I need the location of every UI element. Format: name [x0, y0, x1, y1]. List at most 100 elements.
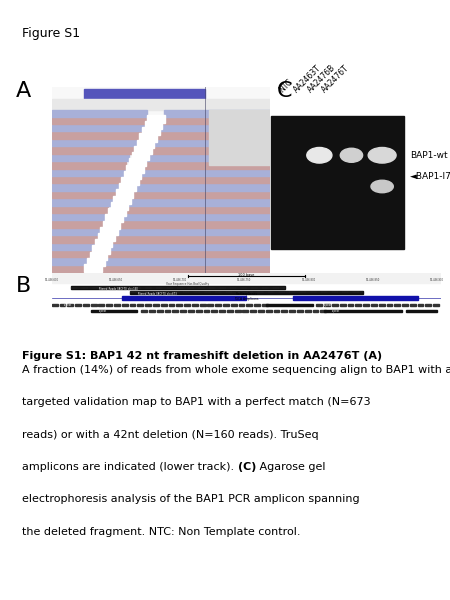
- Text: Filtered_Reads_FACF70_dk=160: Filtered_Reads_FACF70_dk=160: [99, 287, 138, 290]
- Bar: [92, 245, 110, 254]
- Bar: [394, 304, 400, 307]
- Bar: [108, 208, 126, 216]
- Text: 52,436,850: 52,436,850: [366, 278, 380, 282]
- Text: AA2463T: AA2463T: [292, 63, 323, 94]
- Bar: [313, 310, 319, 312]
- Bar: [142, 127, 160, 136]
- Bar: [52, 162, 126, 169]
- Bar: [116, 190, 133, 197]
- Text: the deleted fragment. NTC: Non Template control.: the deleted fragment. NTC: Non Template …: [22, 527, 301, 537]
- Bar: [126, 206, 270, 213]
- Bar: [52, 98, 270, 110]
- Bar: [180, 310, 186, 312]
- Ellipse shape: [368, 148, 396, 163]
- Bar: [209, 110, 270, 165]
- Bar: [231, 304, 237, 307]
- Bar: [118, 183, 136, 191]
- Text: 52,436,750: 52,436,750: [237, 278, 252, 282]
- Bar: [200, 304, 206, 307]
- Bar: [293, 296, 418, 300]
- Bar: [324, 304, 330, 307]
- Bar: [379, 304, 385, 307]
- Bar: [147, 115, 165, 123]
- Text: 100 base: 100 base: [238, 272, 255, 277]
- Bar: [254, 304, 260, 307]
- Bar: [126, 164, 144, 173]
- Bar: [90, 251, 107, 260]
- Text: TGCA Amplicons: TGCA Amplicons: [234, 297, 259, 301]
- Bar: [137, 304, 143, 307]
- Bar: [134, 146, 152, 154]
- Bar: [52, 125, 270, 131]
- Bar: [425, 304, 431, 307]
- Text: ◄BAP1-I71fs: ◄BAP1-I71fs: [410, 172, 450, 181]
- Bar: [363, 304, 369, 307]
- Bar: [281, 310, 287, 312]
- Bar: [340, 304, 346, 307]
- Bar: [90, 304, 96, 307]
- Bar: [52, 229, 270, 235]
- Bar: [238, 304, 244, 307]
- Bar: [106, 304, 112, 307]
- Bar: [68, 304, 73, 307]
- Bar: [83, 304, 89, 307]
- Bar: [332, 304, 338, 307]
- Text: B: B: [16, 276, 31, 296]
- Text: Filtered_Reads_FACF70_dk=673: Filtered_Reads_FACF70_dk=673: [137, 291, 177, 295]
- Bar: [123, 214, 270, 220]
- Bar: [52, 304, 58, 307]
- Bar: [85, 264, 102, 272]
- Bar: [207, 304, 213, 307]
- Bar: [137, 140, 154, 148]
- Bar: [227, 310, 233, 312]
- Bar: [75, 304, 81, 307]
- Bar: [192, 304, 198, 307]
- Text: A: A: [16, 81, 31, 101]
- Bar: [144, 162, 270, 169]
- Bar: [371, 304, 377, 307]
- Bar: [165, 310, 171, 312]
- Bar: [266, 310, 272, 312]
- Bar: [99, 304, 104, 307]
- Bar: [141, 310, 147, 312]
- Bar: [262, 304, 268, 307]
- Text: 52,436,600: 52,436,600: [45, 278, 59, 282]
- Text: 52,436,700: 52,436,700: [173, 278, 187, 282]
- Bar: [71, 286, 285, 289]
- Bar: [52, 206, 108, 213]
- Bar: [161, 304, 166, 307]
- Text: RefSeq Genes: RefSeq Genes: [236, 292, 257, 296]
- Bar: [147, 154, 270, 161]
- Bar: [433, 304, 439, 307]
- Bar: [122, 296, 247, 300]
- Bar: [347, 304, 353, 307]
- Bar: [247, 304, 252, 307]
- Bar: [270, 116, 405, 249]
- Bar: [406, 310, 437, 312]
- Bar: [145, 121, 162, 129]
- Bar: [297, 310, 303, 312]
- Bar: [258, 310, 264, 312]
- Bar: [105, 214, 123, 223]
- Bar: [149, 310, 155, 312]
- Bar: [274, 310, 279, 312]
- Bar: [52, 244, 270, 250]
- Text: Figure S1: Figure S1: [22, 27, 81, 40]
- Bar: [410, 304, 416, 307]
- Bar: [52, 221, 270, 228]
- Text: NTC: NTC: [278, 77, 295, 94]
- Text: repeat: repeat: [332, 309, 340, 313]
- Text: A fraction (14%) of reads from whole exome sequencing align to BAP1 with a 42 nt: A fraction (14%) of reads from whole exo…: [22, 365, 450, 375]
- Bar: [130, 291, 363, 294]
- Bar: [52, 273, 441, 283]
- Text: Agarose gel: Agarose gel: [256, 462, 326, 472]
- Bar: [418, 304, 423, 307]
- Bar: [52, 140, 270, 146]
- Bar: [266, 304, 313, 307]
- Bar: [52, 258, 270, 265]
- Text: repeat: repeat: [63, 304, 72, 307]
- Bar: [316, 304, 322, 307]
- Bar: [52, 169, 270, 176]
- Bar: [250, 310, 256, 312]
- Bar: [52, 251, 270, 257]
